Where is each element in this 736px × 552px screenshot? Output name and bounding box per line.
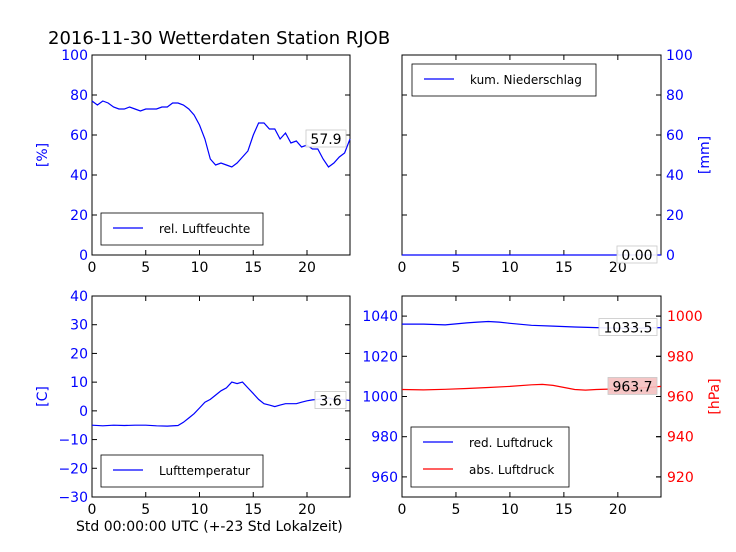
y-axis-label: [%] xyxy=(35,143,51,167)
y-tick-label: 1040 xyxy=(362,309,398,325)
legend-entry: kum. Niederschlag xyxy=(470,73,582,87)
x-tick-label: 10 xyxy=(191,260,209,276)
value-label: 57.9 xyxy=(310,132,341,148)
y2-tick-label: 960 xyxy=(667,390,694,406)
x-tick-label: 5 xyxy=(451,260,460,276)
panel-4: 0 5 10 15 20 960 980 1000 1020 1040 920 940 960 980 10… xyxy=(362,295,723,518)
x-axis-label: Std 00:00:00 UTC (+-23 Std Lokalzeit) xyxy=(76,519,343,535)
y-tick-label: 960 xyxy=(371,470,398,486)
y-tick-label: 40 xyxy=(70,289,88,305)
y-tick-label: 0 xyxy=(79,404,88,420)
x-tick-label: 10 xyxy=(501,502,519,518)
plot-frame xyxy=(91,54,351,256)
y-tick-label: 100 xyxy=(61,48,88,64)
y2-tick-label: 920 xyxy=(667,470,694,486)
y2-tick-label: 1000 xyxy=(667,309,703,325)
x-tick-label: 20 xyxy=(609,502,627,518)
y-tick-label: −10 xyxy=(58,433,88,449)
value-label-box xyxy=(616,245,658,264)
y-tick-label: −20 xyxy=(58,461,88,477)
y-tick-label: −30 xyxy=(58,490,88,506)
panel-2: 0 5 10 15 20 0 20 40 60 80 100 [mm] 0.00 kum. Nieders… xyxy=(398,48,713,276)
y-tick-label: 60 xyxy=(666,128,684,144)
value-label: 963.7 xyxy=(612,379,652,395)
y-tick-label: 1000 xyxy=(362,390,398,406)
y-tick-label: 980 xyxy=(371,430,398,446)
y2-axis-label: [hPa] xyxy=(707,378,723,414)
y-axis-label: [C] xyxy=(35,386,51,407)
x-tick-label: 5 xyxy=(141,260,150,276)
x-tick-label: 20 xyxy=(298,260,316,276)
value-label-box xyxy=(305,129,347,148)
legend-box xyxy=(411,63,597,97)
panel-3: 0 5 10 15 20 −30 −20 −10 0 10 20 30 40 [C] Std 00:00:0… xyxy=(35,289,351,535)
y-tick-label: 40 xyxy=(666,168,684,184)
x-tick-label: 15 xyxy=(555,260,573,276)
legend-box xyxy=(100,212,264,246)
x-tick-label: 10 xyxy=(501,260,519,276)
x-tick-label: 5 xyxy=(141,502,150,518)
y-tick-label: 20 xyxy=(70,346,88,362)
x-tick-label: 5 xyxy=(451,502,460,518)
x-tick-label: 0 xyxy=(88,260,97,276)
x-tick-label: 15 xyxy=(244,502,262,518)
value-label-box xyxy=(598,318,658,336)
y-tick-label: 20 xyxy=(666,208,684,224)
y-tick-label: 30 xyxy=(70,318,88,334)
x-tick-label: 20 xyxy=(298,502,316,518)
y2-tick-label: 980 xyxy=(667,349,694,365)
x-tick-label: 0 xyxy=(88,502,97,518)
value-label: 3.6 xyxy=(319,394,341,410)
value-label-box xyxy=(314,391,347,409)
legend-entry: rel. Luftfeuchte xyxy=(159,222,250,236)
y-tick-label: 0 xyxy=(79,248,88,264)
plot-frame xyxy=(91,295,351,498)
y-tick-label: 100 xyxy=(666,48,693,64)
y-tick-label: 10 xyxy=(70,375,88,391)
y-tick-label: 80 xyxy=(666,88,684,104)
legend-box xyxy=(100,454,264,488)
x-tick-label: 20 xyxy=(609,260,627,276)
x-tick-label: 0 xyxy=(398,502,407,518)
y-tick-label: 40 xyxy=(70,168,88,184)
series-line-1 xyxy=(91,381,351,427)
y-tick-label: 60 xyxy=(70,128,88,144)
legend-entry: Lufttemperatur xyxy=(159,464,250,478)
x-tick-label: 10 xyxy=(191,502,209,518)
legend-entry: abs. Luftdruck xyxy=(469,463,554,477)
y-tick-label: 20 xyxy=(70,208,88,224)
legend-box xyxy=(410,426,570,488)
x-tick-label: 0 xyxy=(398,260,407,276)
value-label-box xyxy=(607,377,658,395)
value-label: 0.00 xyxy=(621,248,652,264)
y-tick-label: 1020 xyxy=(362,349,398,365)
x-tick-label: 15 xyxy=(555,502,573,518)
x-tick-label: 15 xyxy=(244,260,262,276)
y-tick-label: 0 xyxy=(666,248,675,264)
y-axis-label: [mm] xyxy=(697,136,713,174)
panel-1: 0 5 10 15 20 0 20 40 60 80 100 [%] 57.9 rel. Luftfeuc… xyxy=(35,48,351,276)
legend-entry: red. Luftdruck xyxy=(469,436,553,450)
y2-tick-label: 940 xyxy=(667,430,694,446)
figure-title: 2016-11-30 Wetterdaten Station RJOB xyxy=(48,28,390,49)
y-tick-label: 80 xyxy=(70,88,88,104)
value-label: 1033.5 xyxy=(604,321,653,337)
